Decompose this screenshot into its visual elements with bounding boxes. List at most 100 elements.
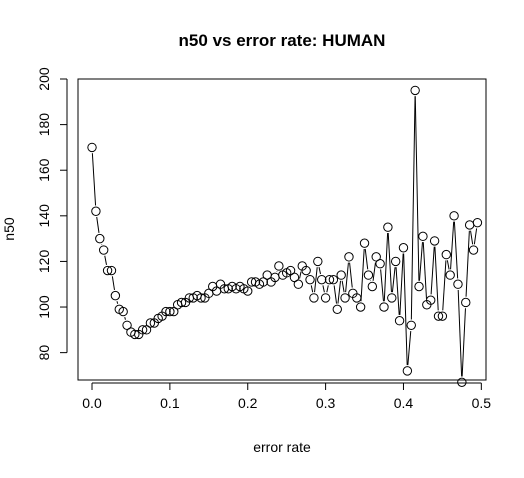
- data-point: [258, 277, 269, 287]
- x-tick-label: 0.1: [160, 395, 180, 411]
- data-point: [293, 279, 304, 289]
- series-segment: [473, 228, 478, 245]
- data-point: [387, 293, 397, 303]
- series-segment: [341, 280, 345, 293]
- series-segment: [299, 271, 302, 279]
- data-point: [137, 325, 148, 335]
- data-point: [165, 306, 175, 317]
- series-segment: [322, 285, 325, 293]
- data-point: [317, 274, 327, 285]
- data-point: [472, 217, 483, 228]
- data-point: [426, 295, 436, 305]
- data-point: [383, 222, 393, 232]
- data-point: [98, 245, 109, 255]
- plot-frame: [77, 78, 487, 381]
- data-point: [355, 302, 366, 312]
- series-segment: [410, 96, 416, 320]
- series-segment: [399, 253, 404, 315]
- data-point: [289, 272, 300, 283]
- y-tick-label: 160: [36, 158, 52, 182]
- data-point: [464, 220, 475, 230]
- series-segment: [91, 153, 97, 206]
- series-segment: [387, 232, 392, 293]
- y-tick-label: 100: [36, 295, 52, 319]
- y-tick-label: 80: [36, 345, 52, 361]
- data-point: [375, 259, 385, 269]
- data-point: [371, 252, 381, 262]
- data-point: [324, 274, 335, 285]
- data-point: [461, 297, 471, 308]
- series-segment: [407, 331, 412, 366]
- x-tick-label: 0.3: [316, 395, 336, 411]
- data-point: [379, 302, 389, 312]
- data-point: [301, 265, 311, 276]
- series-segment: [395, 267, 400, 315]
- series-segment: [470, 230, 474, 245]
- series-segment: [383, 232, 389, 302]
- series-segment: [461, 308, 466, 377]
- series-segment: [124, 317, 126, 320]
- data-point: [344, 252, 354, 262]
- series-segment: [442, 260, 447, 311]
- series-segment: [418, 242, 423, 281]
- series-segment: [116, 301, 119, 304]
- x-tick-label: 0.4: [394, 395, 414, 411]
- y-tick-label: 140: [36, 204, 52, 228]
- y-tick-label: 200: [36, 67, 52, 91]
- data-point: [410, 85, 420, 96]
- data-point: [359, 238, 370, 248]
- data-point: [398, 243, 409, 253]
- data-point: [161, 306, 171, 317]
- data-point: [110, 290, 121, 301]
- series-segment: [446, 260, 450, 270]
- series-segment: [333, 285, 338, 304]
- data-point: [122, 320, 132, 330]
- data-point: [102, 265, 113, 276]
- series-segment: [364, 248, 369, 270]
- series-segment: [326, 285, 329, 293]
- data-point: [445, 270, 455, 280]
- data-point: [336, 270, 346, 280]
- data-point: [130, 329, 140, 340]
- series-segment: [345, 262, 349, 293]
- series-segment: [403, 253, 408, 366]
- series-segment: [465, 230, 470, 297]
- data-point: [468, 245, 479, 255]
- data-point: [87, 142, 97, 153]
- data-point: [352, 293, 362, 303]
- data-point: [414, 281, 424, 292]
- data-point: [332, 304, 342, 315]
- data-point: [274, 261, 284, 271]
- data-point: [363, 270, 374, 280]
- series-segment: [360, 248, 365, 302]
- data-point: [95, 233, 105, 244]
- data-point: [141, 325, 152, 335]
- y-tick-label: 120: [36, 250, 52, 274]
- x-tick-label: 0.2: [238, 395, 258, 411]
- data-point: [118, 306, 128, 317]
- data-point: [437, 311, 448, 321]
- series-segment: [314, 267, 318, 293]
- data-point: [313, 256, 323, 267]
- data-point: [390, 256, 401, 267]
- data-point: [449, 211, 459, 221]
- data-point: [305, 274, 315, 285]
- data-point: [402, 366, 413, 376]
- series-segment: [310, 285, 314, 293]
- series-segment: [457, 290, 463, 377]
- data-point: [394, 316, 405, 326]
- data-point: [367, 281, 378, 292]
- data-point: [406, 320, 416, 330]
- series-segment: [349, 262, 353, 288]
- data-point: [243, 286, 253, 296]
- data-point: [91, 206, 101, 216]
- plot-area: 0.0 0.1 0.2 0.3 0.4 0.5 80 100 120 140 160 180 200: [36, 67, 491, 411]
- series-segment: [422, 242, 427, 299]
- data-point: [429, 236, 440, 246]
- data-point: [309, 293, 319, 303]
- data-point: [418, 231, 428, 242]
- y-tick-label: 180: [36, 113, 52, 137]
- data-point: [441, 249, 451, 260]
